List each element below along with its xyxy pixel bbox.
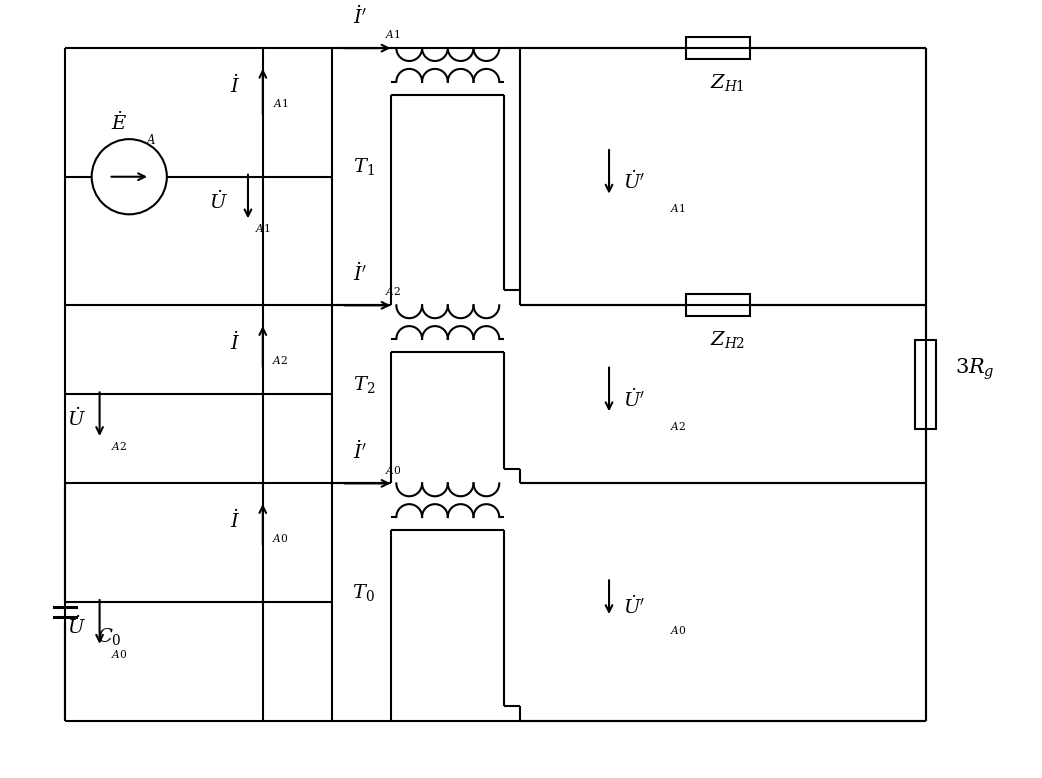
Text: $3R_g$: $3R_g$ <box>956 357 995 382</box>
Text: $_{A0}$: $_{A0}$ <box>670 623 687 637</box>
Text: $\dot{I}$: $\dot{I}$ <box>230 331 241 354</box>
Text: $\dot{U}$: $\dot{U}$ <box>68 408 86 430</box>
Text: $_{A2}$: $_{A2}$ <box>386 285 401 299</box>
Text: $C_0$: $C_0$ <box>97 626 122 647</box>
Text: $\dot{I}'$: $\dot{I}'$ <box>353 262 367 285</box>
Text: $_{A1}$: $_{A1}$ <box>386 27 401 41</box>
Text: $_{A1}$: $_{A1}$ <box>273 96 289 110</box>
Text: $_{A2}$: $_{A2}$ <box>272 352 289 366</box>
Text: $_{A2}$: $_{A2}$ <box>670 419 687 433</box>
Text: $_{A2}$: $_{A2}$ <box>111 439 127 453</box>
Text: $\dot{U}$: $\dot{U}$ <box>68 615 86 638</box>
Text: $_{A0}$: $_{A0}$ <box>386 463 402 477</box>
Bar <box>686 294 750 316</box>
Text: $\dot{U}'$: $\dot{U}'$ <box>623 388 645 411</box>
Text: $\dot{E}$: $\dot{E}$ <box>111 111 127 134</box>
Text: $_{A1}$: $_{A1}$ <box>255 221 271 235</box>
Text: $T_2$: $T_2$ <box>352 374 375 395</box>
Text: $_A$: $_A$ <box>146 131 156 148</box>
Text: $Z_{H2}$: $Z_{H2}$ <box>711 329 745 350</box>
Text: $_{A0}$: $_{A0}$ <box>272 531 289 545</box>
Bar <box>686 37 750 59</box>
Text: $\dot{U}$: $\dot{U}$ <box>208 190 228 212</box>
Text: $T_1$: $T_1$ <box>353 156 374 177</box>
Bar <box>915 340 937 429</box>
Text: $T_0$: $T_0$ <box>352 582 375 603</box>
Text: $\dot{U}'$: $\dot{U}'$ <box>623 596 645 619</box>
Text: $_{A0}$: $_{A0}$ <box>111 647 128 661</box>
Text: $\dot{I}'$: $\dot{I}'$ <box>353 5 367 28</box>
Text: $Z_{H1}$: $Z_{H1}$ <box>711 72 745 93</box>
Text: $\dot{U}'$: $\dot{U}'$ <box>623 170 645 193</box>
Text: $\dot{I}$: $\dot{I}$ <box>230 75 241 97</box>
Text: $\dot{I}$: $\dot{I}$ <box>230 510 241 532</box>
Text: $_{A1}$: $_{A1}$ <box>670 202 687 216</box>
Text: $\dot{I}'$: $\dot{I}'$ <box>353 440 367 463</box>
